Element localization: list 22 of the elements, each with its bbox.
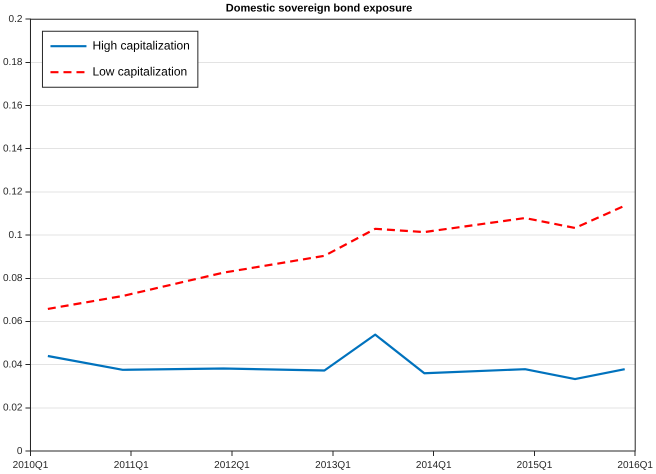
y-tick-label: 0.06 <box>2 316 23 328</box>
x-tick-label: 2016Q1 <box>617 460 654 471</box>
y-tick-label: 0 <box>16 446 23 457</box>
y-tick-label: 0.12 <box>2 186 23 198</box>
y-tick-label: 0.04 <box>2 359 23 370</box>
x-tick-label: 2010Q1 <box>12 460 49 471</box>
y-tick-label: 0.2 <box>8 14 23 25</box>
y-tick-label: 0.14 <box>2 143 23 154</box>
legend-label: High capitalization <box>92 38 190 53</box>
y-tick-label: 0.08 <box>2 273 23 284</box>
y-tick-label: 0.16 <box>2 100 23 112</box>
x-tick-label: 2014Q1 <box>416 460 452 471</box>
y-tick-label: 0.02 <box>2 402 23 414</box>
x-tick-label: 2012Q1 <box>214 460 250 471</box>
y-tick-label: 0.1 <box>8 230 23 241</box>
x-tick-label: 2011Q1 <box>114 460 150 471</box>
x-tick-label: 2015Q1 <box>516 460 553 471</box>
line-series <box>46 204 626 310</box>
y-tick-label: 0.18 <box>2 57 23 68</box>
x-tick-label: 2013Q1 <box>315 460 352 471</box>
legend-label: Low capitalization <box>92 64 188 79</box>
chart-title: Domestic sovereign bond exposure <box>226 2 412 15</box>
